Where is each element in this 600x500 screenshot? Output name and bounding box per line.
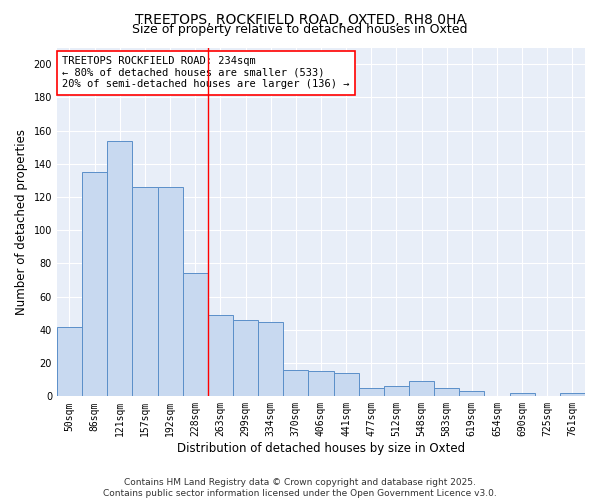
Bar [182, 274, 208, 396]
Bar [359, 388, 384, 396]
Bar [334, 373, 359, 396]
Bar [57, 326, 82, 396]
Bar [107, 140, 133, 396]
Bar [459, 392, 484, 396]
Bar [133, 187, 158, 396]
Bar [233, 320, 258, 396]
Bar [384, 386, 409, 396]
Text: TREETOPS, ROCKFIELD ROAD, OXTED, RH8 0HA: TREETOPS, ROCKFIELD ROAD, OXTED, RH8 0HA [134, 12, 466, 26]
X-axis label: Distribution of detached houses by size in Oxted: Distribution of detached houses by size … [177, 442, 465, 455]
Bar [82, 172, 107, 396]
Y-axis label: Number of detached properties: Number of detached properties [15, 129, 28, 315]
Bar [208, 315, 233, 396]
Bar [283, 370, 308, 396]
Text: Contains HM Land Registry data © Crown copyright and database right 2025.
Contai: Contains HM Land Registry data © Crown c… [103, 478, 497, 498]
Bar [158, 187, 182, 396]
Bar [258, 322, 283, 396]
Text: TREETOPS ROCKFIELD ROAD: 234sqm
← 80% of detached houses are smaller (533)
20% o: TREETOPS ROCKFIELD ROAD: 234sqm ← 80% of… [62, 56, 350, 90]
Bar [434, 388, 459, 396]
Bar [509, 393, 535, 396]
Bar [308, 372, 334, 396]
Bar [409, 382, 434, 396]
Bar [560, 393, 585, 396]
Text: Size of property relative to detached houses in Oxted: Size of property relative to detached ho… [132, 22, 468, 36]
